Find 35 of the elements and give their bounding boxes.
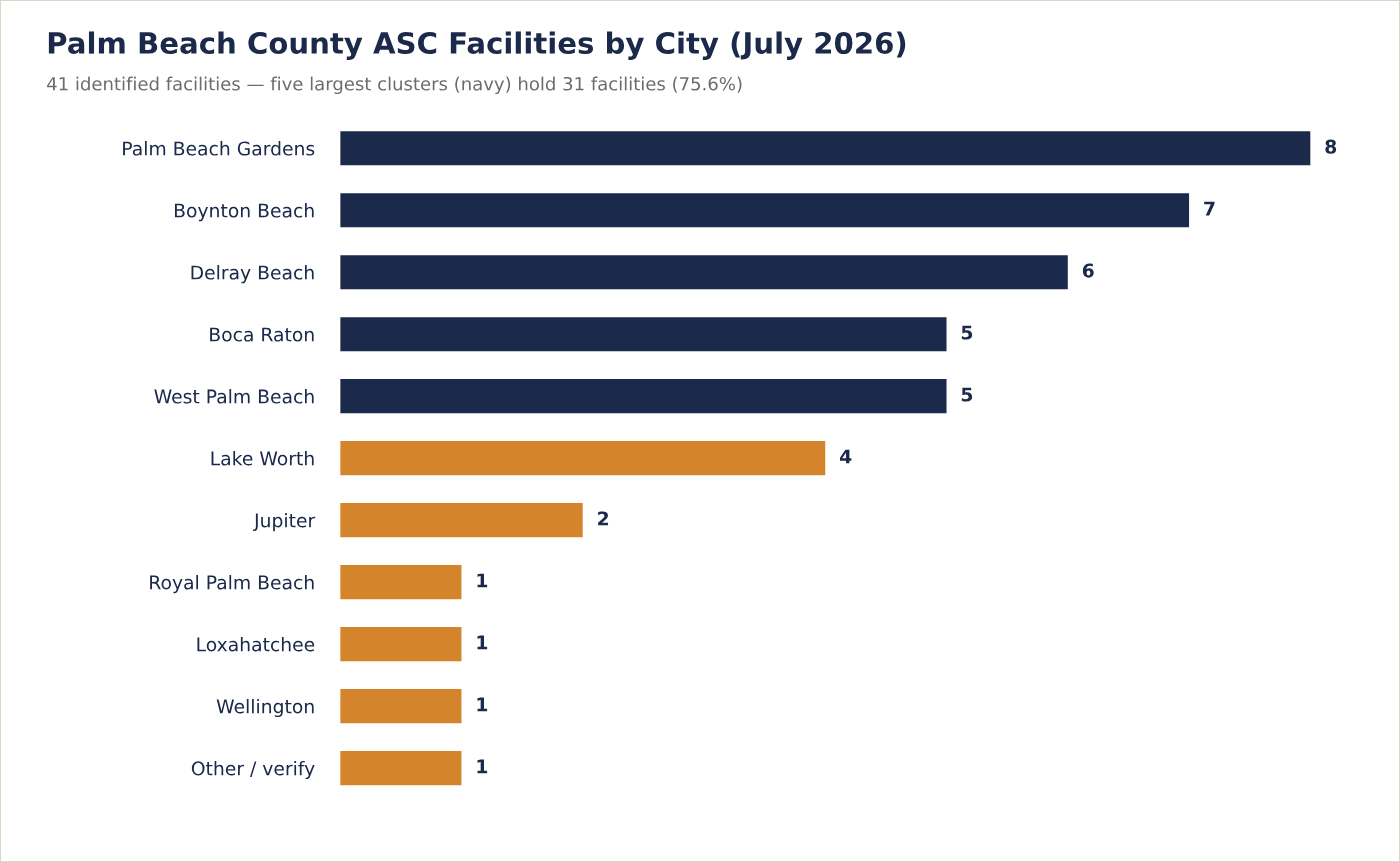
y-tick-label: Jupiter [253, 513, 316, 532]
bar [340, 565, 462, 600]
data-label: 5 [961, 387, 973, 402]
data-label: 6 [1082, 263, 1094, 278]
bar [340, 317, 947, 352]
y-tick-label: Loxahatchee [197, 636, 315, 652]
y-tick-label: Boynton Beach [174, 203, 314, 222]
y-tick-label: Lake Worth [211, 451, 314, 466]
y-tick-label: Boca Raton [210, 327, 314, 342]
data-label: 1 [477, 573, 488, 588]
bar [340, 627, 462, 662]
data-label: 1 [477, 635, 488, 650]
y-tick-label: Other / verify [191, 760, 315, 780]
y-tick-label: Wellington [216, 698, 314, 718]
data-label: 5 [961, 325, 973, 340]
bar [340, 193, 1190, 228]
bar [340, 751, 462, 786]
bar [340, 131, 1311, 166]
data-label: 4 [840, 449, 852, 464]
bar [340, 689, 462, 724]
bar [340, 503, 583, 538]
bar [340, 255, 1068, 290]
y-tick-label: Delray Beach [191, 265, 314, 284]
bar [340, 441, 826, 476]
chart-title: Palm Beach County ASC Facilities by City (July 2026) [48, 31, 906, 60]
data-label: 1 [477, 759, 488, 774]
chart-subtitle: 41 identified facilities — five largest clusters (navy) hold 31 facilities (75.6%) [47, 76, 742, 95]
data-label: 8 [1325, 139, 1337, 154]
y-tick-label: Palm Beach Gardens [123, 141, 315, 156]
data-label: 1 [477, 697, 488, 712]
data-label: 7 [1204, 201, 1215, 216]
data-label: 2 [598, 511, 609, 526]
y-tick-label: West Palm Beach [154, 389, 314, 404]
y-tick-label: Royal Palm Beach [150, 575, 314, 594]
bar [340, 379, 947, 414]
